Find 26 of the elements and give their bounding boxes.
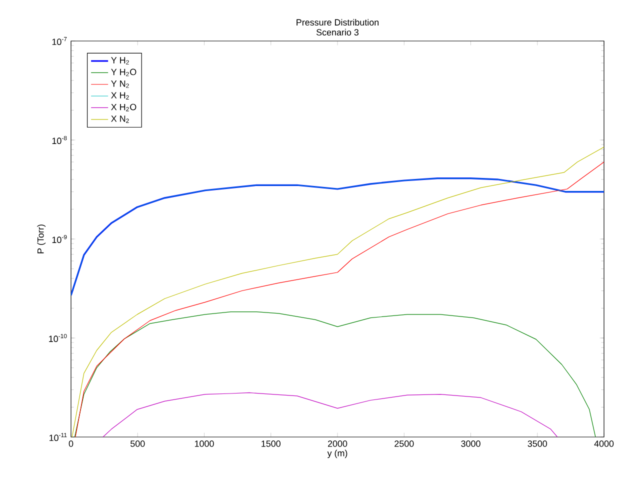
legend-label: Y H$_{2}$ — [111, 57, 129, 64]
x-tick-label: 1500 — [262, 440, 281, 447]
x-tick-label: 4000 — [594, 440, 614, 447]
chart-subtitle: Scenario 3 — [316, 28, 359, 36]
x-tick-label: 2500 — [394, 440, 414, 447]
x-tick-label: 500 — [130, 440, 145, 447]
y-tick-label: 10$^{-11}$ — [50, 433, 67, 442]
line-series — [74, 311, 596, 437]
legend-label: Y H$_{2}$O — [111, 68, 136, 76]
chart-title: Pressure Distribution — [296, 18, 379, 26]
x-tick-label: 3500 — [528, 440, 548, 447]
x-axis-title: y (m) — [327, 450, 348, 458]
legend-label: Y N$_{2}$ — [111, 80, 129, 88]
legend-label: X H$_{2}$O — [111, 104, 136, 112]
legend-label: X N$_{2}$ — [111, 116, 129, 123]
y-axis-title: P (Torr) — [37, 224, 46, 254]
line-series — [102, 392, 558, 437]
legend-label: X H$_{2}$ — [111, 92, 129, 100]
x-tick-label: 2000 — [328, 440, 348, 447]
x-tick-label: 3000 — [461, 440, 480, 447]
x-tick-label: 1000 — [194, 440, 214, 447]
y-tick-label: 10$^{-8}$ — [52, 136, 67, 144]
y-tick-label: 10$^{-10}$ — [49, 334, 67, 342]
y-tick-label: 10$^{-9}$ — [52, 234, 67, 244]
y-tick-label: 10$^{-7}$ — [52, 37, 67, 46]
x-tick-label: 0 — [68, 440, 74, 447]
